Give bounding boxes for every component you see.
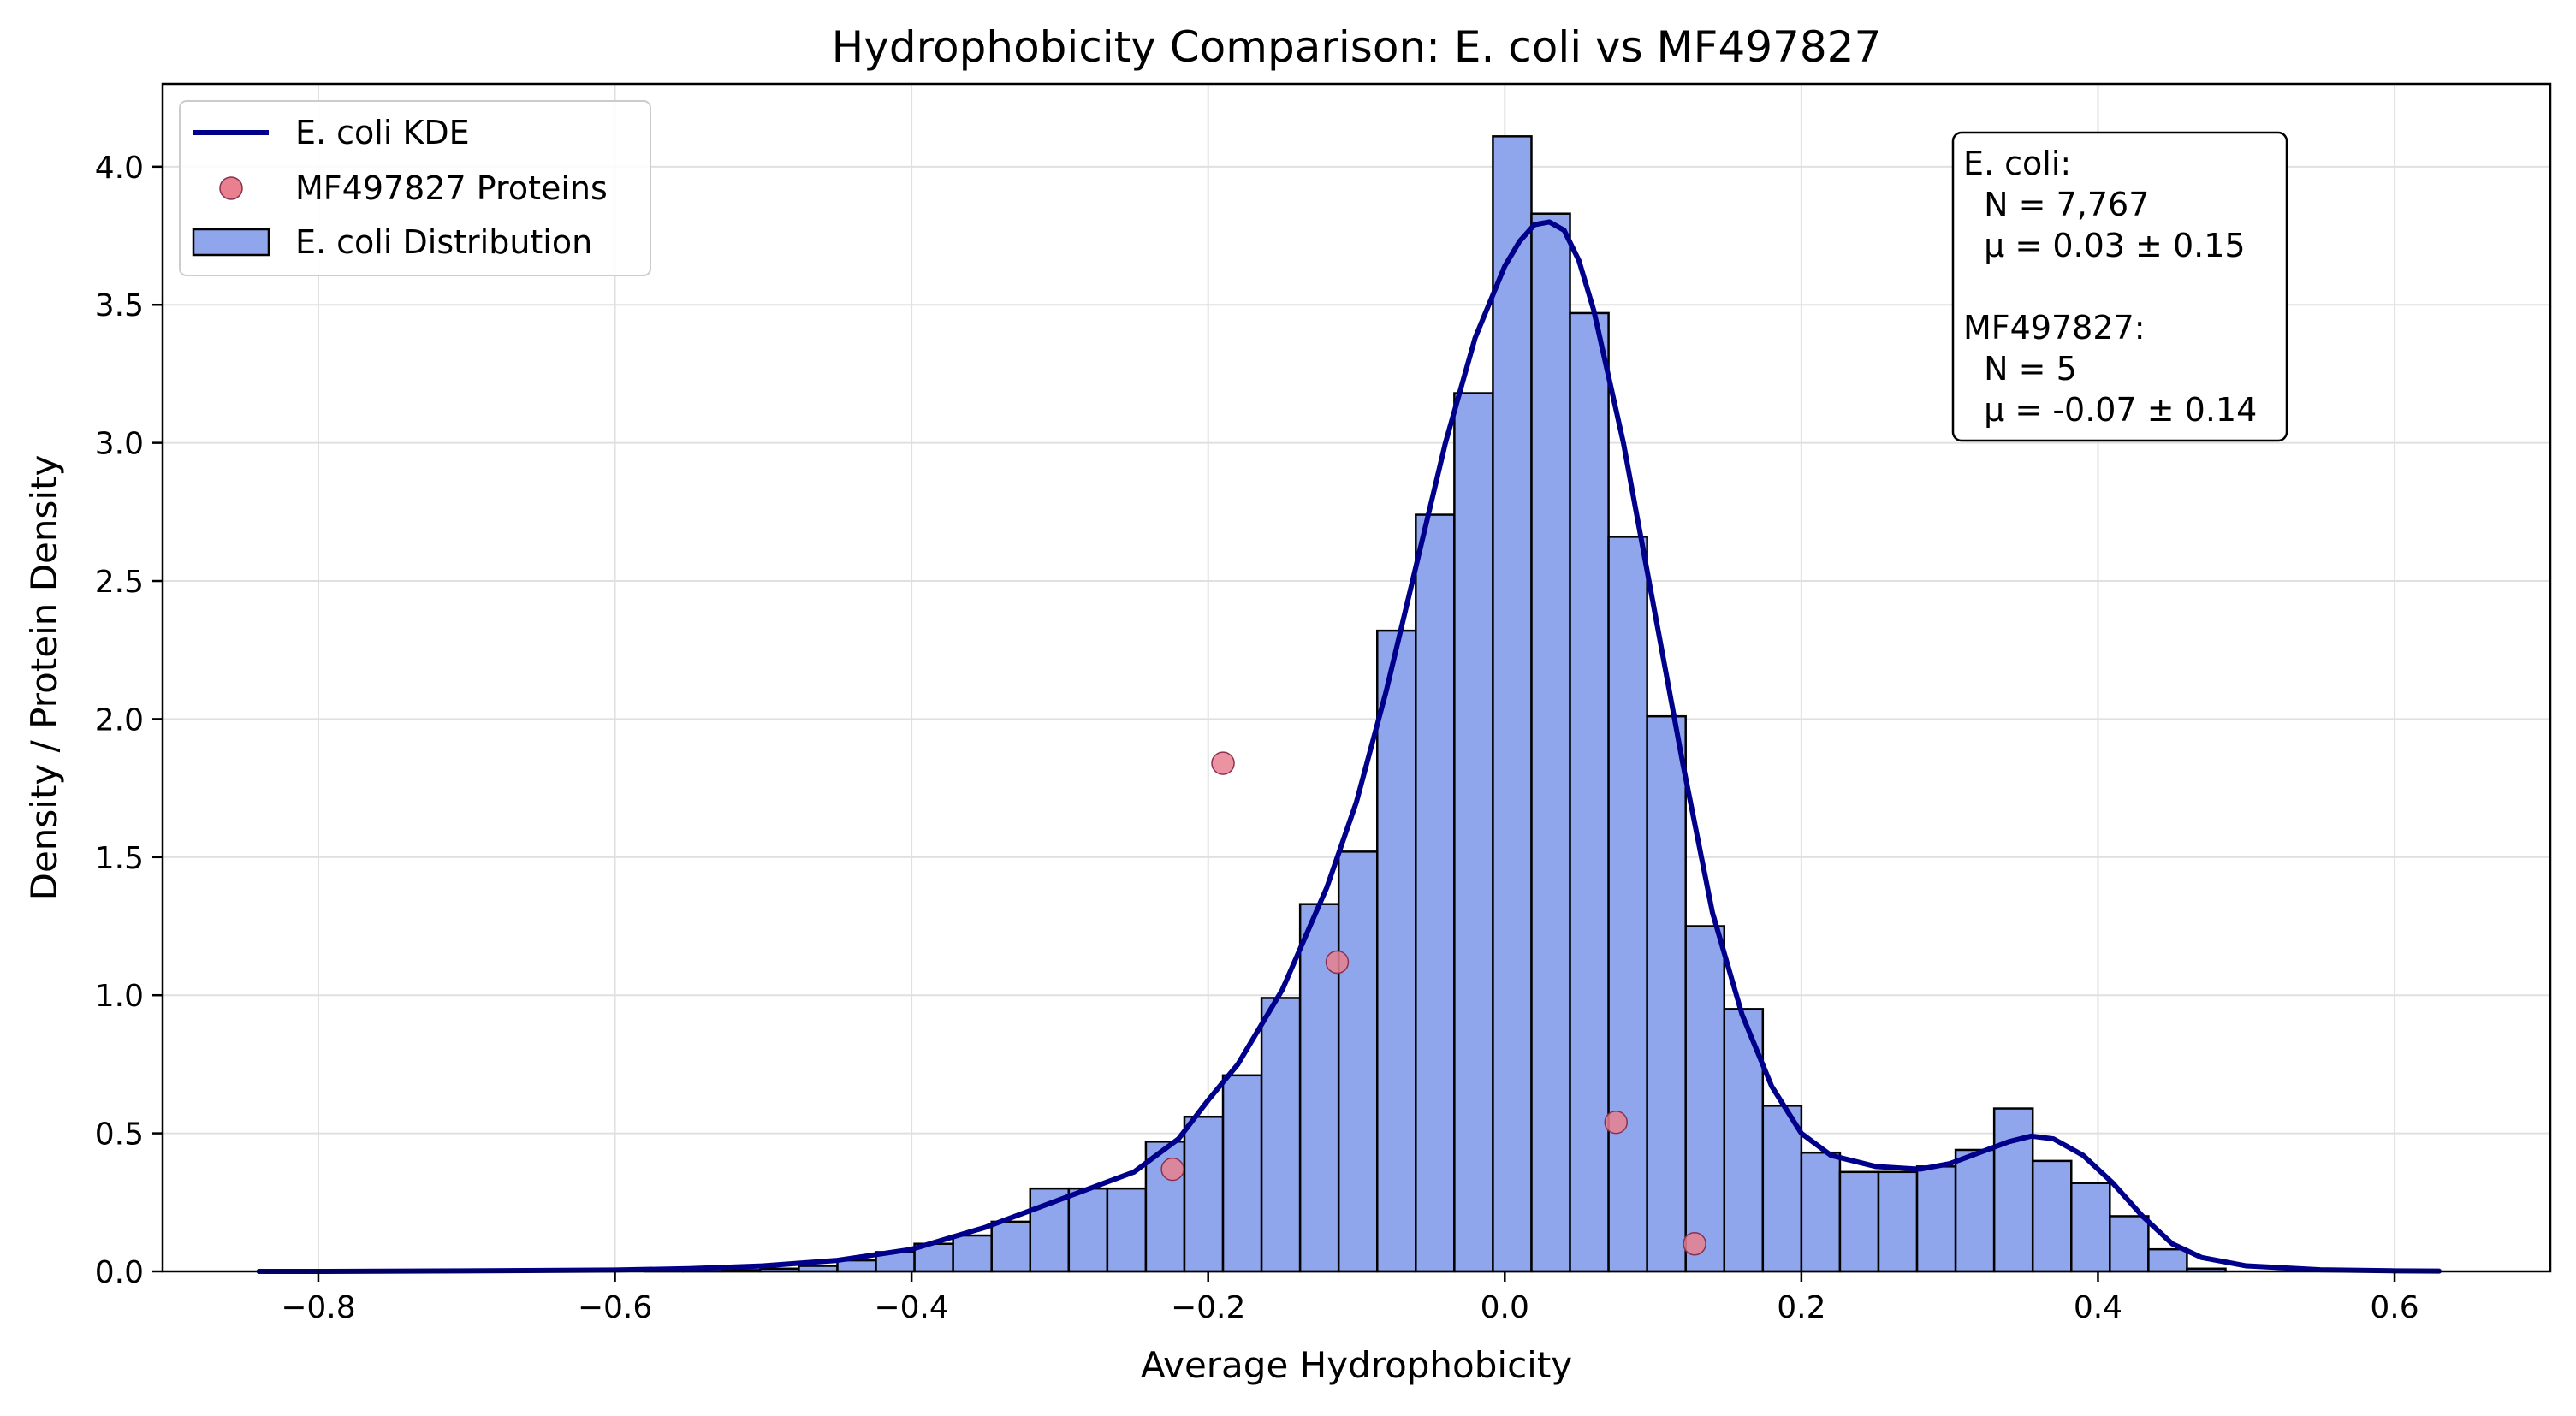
y-axis-label: Density / Protein Density xyxy=(23,455,65,901)
y-tick-label: 0.0 xyxy=(95,1255,144,1290)
histogram-bar xyxy=(1646,714,1687,1273)
kde-layer xyxy=(256,219,2442,1274)
stats-line: N = 7,767 xyxy=(1963,186,2149,223)
protein-points xyxy=(1160,751,1706,1256)
histogram-bar xyxy=(1992,1107,2034,1273)
histogram-bar xyxy=(1415,513,1456,1273)
stats-line: μ = -0.07 ± 0.14 xyxy=(1963,391,2257,429)
histogram-bar xyxy=(1106,1187,1148,1273)
grid-layer xyxy=(163,84,2550,1272)
kde-line xyxy=(256,219,2442,1274)
stats-box: E. coli: N = 7,767 μ = 0.03 ± 0.15 MF497… xyxy=(1951,131,2288,442)
legend-kde-label: E. coli KDE xyxy=(295,114,470,151)
y-tick-label: 1.5 xyxy=(95,841,144,876)
legend-protein-swatch xyxy=(219,176,243,200)
histogram-bar xyxy=(1761,1105,1803,1273)
histogram-bar xyxy=(1376,629,1417,1273)
histogram-bar xyxy=(952,1234,993,1273)
histogram-bar xyxy=(1183,1115,1225,1273)
protein-point xyxy=(1160,1157,1184,1182)
protein-point xyxy=(1683,1231,1706,1256)
x-axis-label: Average Hydrophobicity xyxy=(1141,1344,1572,1386)
x-tick-label: −0.8 xyxy=(281,1290,355,1325)
y-axis-ticks: 0.0 0.5 1.0 1.5 2.0 2.5 3.0 3.5 4.0 xyxy=(95,151,163,1290)
stats-line: E. coli: xyxy=(1963,145,2071,182)
y-tick-label: 2.5 xyxy=(95,565,144,600)
histogram-bar xyxy=(1838,1170,1880,1273)
legend-distribution-swatch xyxy=(192,228,270,257)
y-tick-label: 3.5 xyxy=(95,288,144,323)
histogram-bar xyxy=(1492,135,1533,1273)
histogram-bar xyxy=(1684,925,1726,1273)
histogram-bar xyxy=(1260,997,1302,1273)
x-tick-label: 0.2 xyxy=(1777,1290,1825,1325)
stats-line: μ = 0.03 ± 0.15 xyxy=(1963,227,2246,264)
protein-point xyxy=(1604,1110,1629,1135)
stats-box-frame xyxy=(1951,131,2288,442)
y-tick-label: 3.0 xyxy=(95,427,144,462)
protein-point xyxy=(1211,751,1235,775)
histogram-bar xyxy=(1954,1148,1996,1273)
stats-line: MF497827: xyxy=(1963,309,2146,347)
histogram-bar xyxy=(2147,1247,2188,1273)
x-tick-label: −0.6 xyxy=(578,1290,652,1325)
histogram-bar xyxy=(1607,536,1648,1273)
x-axis-ticks: −0.8 −0.6 −0.4 −0.2 0.0 0.2 0.4 0.6 xyxy=(281,1271,2419,1325)
x-tick-label: −0.2 xyxy=(1171,1290,1245,1325)
histogram-bar xyxy=(1877,1170,1919,1273)
histogram-bar xyxy=(1569,311,1610,1273)
x-tick-label: 0.0 xyxy=(1481,1290,1529,1325)
legend-protein-label: MF497827 Proteins xyxy=(295,169,608,207)
legend-distribution-label: E. coli Distribution xyxy=(295,223,592,261)
x-tick-label: −0.4 xyxy=(874,1290,948,1325)
histogram-bar xyxy=(1221,1074,1263,1273)
histogram-bar xyxy=(1337,850,1379,1273)
plot-frame xyxy=(161,82,2552,1273)
histogram-bar xyxy=(2109,1215,2150,1273)
histogram-bar xyxy=(1453,392,1494,1273)
legend-box xyxy=(179,100,651,276)
histogram-bar xyxy=(1067,1187,1109,1273)
y-tick-label: 4.0 xyxy=(95,151,144,186)
stats-line: N = 5 xyxy=(1963,350,2077,388)
protein-point xyxy=(1325,950,1350,975)
histogram-bar xyxy=(1800,1151,1842,1273)
histogram-bar xyxy=(990,1220,1032,1273)
legend: E. coli KDE MF497827 Proteins E. coli Di… xyxy=(179,100,651,276)
histogram-bar xyxy=(2070,1182,2111,1273)
x-tick-label: 0.6 xyxy=(2370,1290,2419,1325)
histogram-bars xyxy=(643,135,2227,1273)
histogram-bar xyxy=(1915,1165,1957,1273)
histogram-bar xyxy=(2031,1159,2073,1273)
stats-line xyxy=(1963,268,1974,305)
stats-text: E. coli: N = 7,767 μ = 0.03 ± 0.15 MF497… xyxy=(1963,145,2257,429)
x-tick-label: 0.4 xyxy=(2074,1290,2122,1325)
chart-title: Hydrophobicity Comparison: E. coli vs MF… xyxy=(832,22,1882,72)
y-tick-label: 2.0 xyxy=(95,702,144,738)
y-tick-label: 0.5 xyxy=(95,1117,144,1152)
y-tick-label: 1.0 xyxy=(95,979,144,1014)
histogram-bar xyxy=(1530,212,1571,1273)
